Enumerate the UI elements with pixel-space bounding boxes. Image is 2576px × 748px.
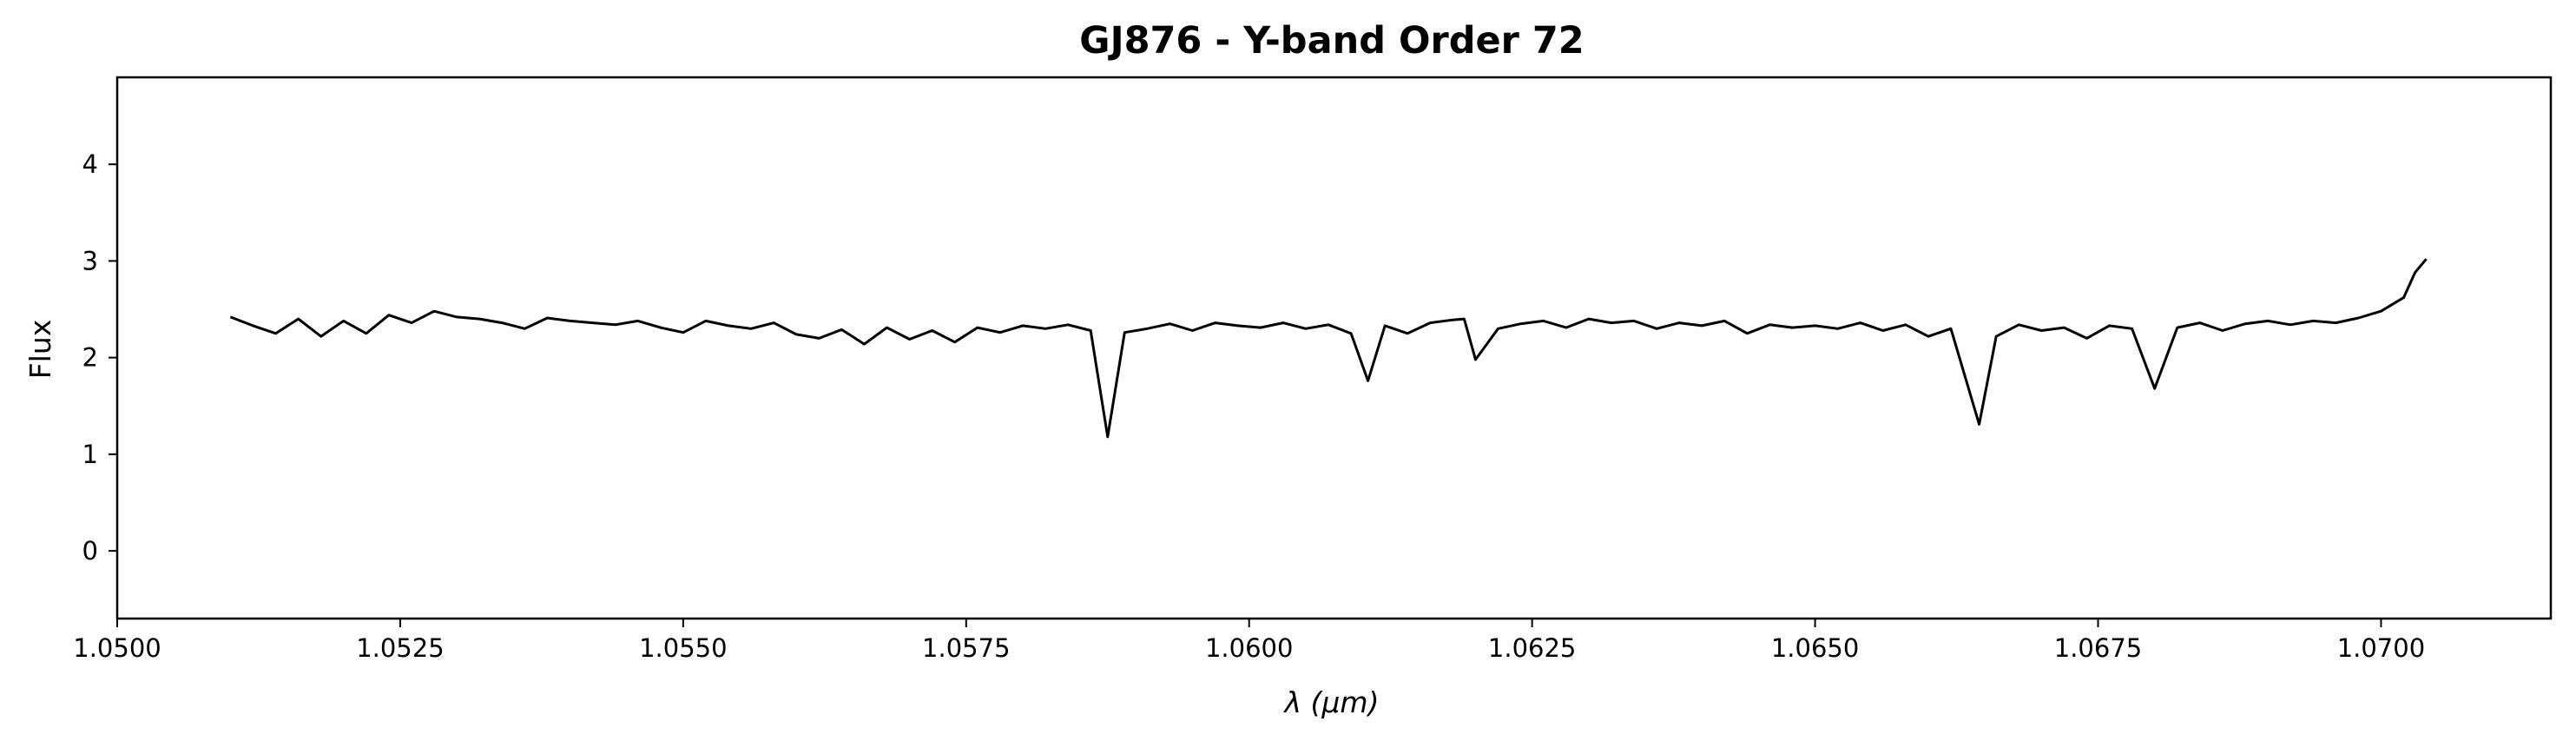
x-tick-label: 1.0600: [1205, 633, 1293, 663]
y-tick-label: 4: [82, 149, 98, 179]
x-axis-label: λ (μm): [1283, 685, 1380, 719]
x-tick-label: 1.0500: [73, 633, 161, 663]
x-tick-label: 1.0625: [1488, 633, 1576, 663]
x-tick-label: 1.0575: [922, 633, 1010, 663]
plot-frame: [115, 76, 2553, 620]
x-tick-label: 1.0675: [2054, 633, 2142, 663]
x-tick-label: 1.0650: [1771, 633, 1859, 663]
x-tick-label: 1.0525: [356, 633, 444, 663]
x-tick-label: 1.0700: [2337, 633, 2425, 663]
spectrum-line: [229, 258, 2428, 439]
y-tick-label: 2: [82, 343, 98, 373]
x-tick-label: 1.0550: [639, 633, 727, 663]
y-axis-ticks: 0 1 2 3 4: [82, 149, 117, 566]
y-tick-label: 3: [82, 246, 98, 275]
y-tick-label: 1: [82, 440, 98, 469]
y-axis-label: Flux: [23, 320, 57, 380]
x-axis-ticks: 1.0500 1.0525 1.0550 1.0575 1.0600 1.0625 1.06…: [73, 619, 2425, 663]
y-tick-label: 0: [82, 536, 98, 566]
chart-title: GJ876 - Y-band Order 72: [1079, 19, 1584, 63]
